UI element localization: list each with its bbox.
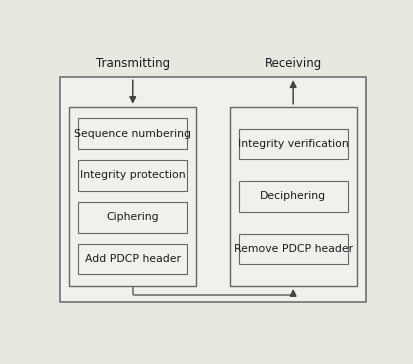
Bar <box>78 202 187 233</box>
Bar <box>59 77 365 301</box>
Bar <box>238 234 347 264</box>
Bar <box>78 118 187 149</box>
Text: Sequence numbering: Sequence numbering <box>74 128 191 139</box>
Bar <box>78 160 187 191</box>
Text: Receiving: Receiving <box>264 57 321 70</box>
Text: Remove PDCP header: Remove PDCP header <box>233 244 352 254</box>
Bar <box>69 107 196 286</box>
Text: Integrity protection: Integrity protection <box>80 170 185 181</box>
Text: Add PDCP header: Add PDCP header <box>85 254 180 264</box>
Bar <box>78 244 187 274</box>
Text: Deciphering: Deciphering <box>259 191 325 201</box>
Text: Integrity verification: Integrity verification <box>237 139 348 149</box>
Bar <box>238 181 347 211</box>
Bar <box>229 107 356 286</box>
Bar <box>238 129 347 159</box>
Text: Transmitting: Transmitting <box>95 57 169 70</box>
Text: Ciphering: Ciphering <box>106 213 159 222</box>
